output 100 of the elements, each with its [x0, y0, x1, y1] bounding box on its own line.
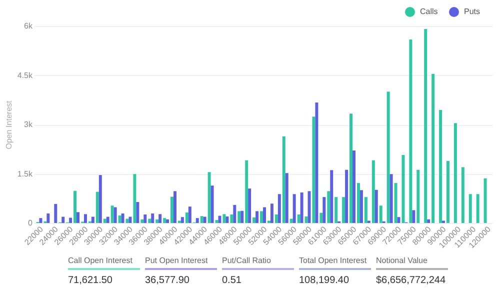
bar	[290, 218, 293, 223]
bar	[263, 207, 266, 223]
bar	[424, 28, 428, 223]
bar	[274, 214, 278, 223]
bar	[74, 190, 77, 223]
bar	[416, 170, 420, 223]
bar	[394, 182, 398, 223]
bar	[285, 173, 288, 223]
bar	[484, 178, 487, 223]
bar	[208, 172, 211, 223]
bar	[432, 74, 435, 223]
bar	[210, 186, 214, 223]
text: Put Open Interest	[145, 256, 209, 265]
bar	[245, 160, 248, 223]
bar	[315, 102, 318, 223]
bar	[390, 174, 393, 223]
text: 71,621.50	[68, 275, 114, 286]
y-axis-title: Open Interest	[4, 100, 14, 150]
bar	[218, 216, 222, 223]
bar	[230, 214, 234, 223]
bar	[412, 210, 416, 223]
bar	[54, 204, 58, 223]
bar	[454, 123, 457, 223]
bar	[397, 217, 400, 223]
bar	[278, 194, 281, 223]
bar	[98, 175, 102, 223]
bar	[446, 160, 450, 223]
bar	[356, 182, 360, 223]
bar	[226, 216, 229, 223]
bar	[69, 218, 72, 223]
y-tick-label: 3k	[24, 120, 34, 129]
legend-label: Calls	[420, 7, 438, 16]
bar	[270, 204, 274, 223]
y-tick-label: 0	[28, 218, 34, 228]
bar	[126, 218, 129, 223]
bar	[374, 190, 378, 223]
bar	[170, 196, 174, 223]
bar	[248, 188, 252, 223]
bar	[372, 160, 375, 223]
bar	[386, 92, 390, 223]
bar	[297, 214, 300, 223]
bar	[304, 216, 308, 223]
bar	[379, 206, 382, 223]
bar	[46, 213, 50, 223]
bar	[238, 211, 241, 223]
bar	[427, 219, 430, 223]
bar	[476, 194, 480, 223]
y-tick-label: 4.5k	[17, 70, 34, 80]
bar	[96, 192, 99, 223]
bar	[148, 218, 152, 223]
bar	[322, 197, 326, 223]
bar	[185, 212, 188, 223]
text: Call Open Interest	[68, 256, 134, 265]
legend-label: Puts	[464, 7, 480, 16]
bar	[103, 218, 106, 223]
y-tick-label: 1.5k	[17, 169, 34, 178]
text: $6,656,772,244	[376, 275, 447, 286]
text: Put/Call Ratio	[222, 256, 272, 265]
bar	[121, 213, 124, 223]
text: 36,577.90	[145, 275, 190, 286]
bar	[345, 170, 348, 223]
bar	[188, 206, 192, 223]
bar	[292, 194, 296, 223]
bar	[173, 191, 176, 223]
bar	[334, 197, 338, 223]
bar	[144, 214, 147, 223]
text: Total Open Interest	[299, 256, 368, 265]
bar	[156, 219, 159, 223]
bar	[439, 110, 442, 223]
bar	[364, 197, 368, 223]
bar	[136, 202, 140, 223]
bar	[320, 212, 323, 223]
bar	[409, 39, 412, 223]
bar	[151, 213, 154, 223]
bar	[110, 206, 114, 223]
bar	[91, 216, 94, 223]
bar	[350, 114, 353, 223]
bar	[140, 219, 144, 223]
text: 0.51	[222, 275, 242, 286]
bar	[240, 210, 244, 223]
bar	[84, 214, 87, 223]
bar	[180, 217, 184, 223]
bar	[260, 211, 263, 223]
bar	[62, 216, 65, 223]
y-tick-label: 6k	[24, 22, 34, 30]
bar	[468, 194, 472, 223]
bar	[128, 216, 132, 223]
bar	[118, 215, 122, 223]
bar	[133, 174, 136, 223]
bar	[163, 218, 166, 223]
bar	[76, 212, 80, 223]
bar	[256, 211, 259, 223]
text: 108,199.40	[299, 275, 350, 286]
bar	[402, 155, 405, 223]
text: Notional Value	[376, 256, 428, 265]
bar	[196, 218, 199, 223]
bar	[352, 150, 356, 223]
bar	[327, 191, 330, 223]
bar	[114, 207, 117, 223]
bar	[312, 116, 316, 223]
